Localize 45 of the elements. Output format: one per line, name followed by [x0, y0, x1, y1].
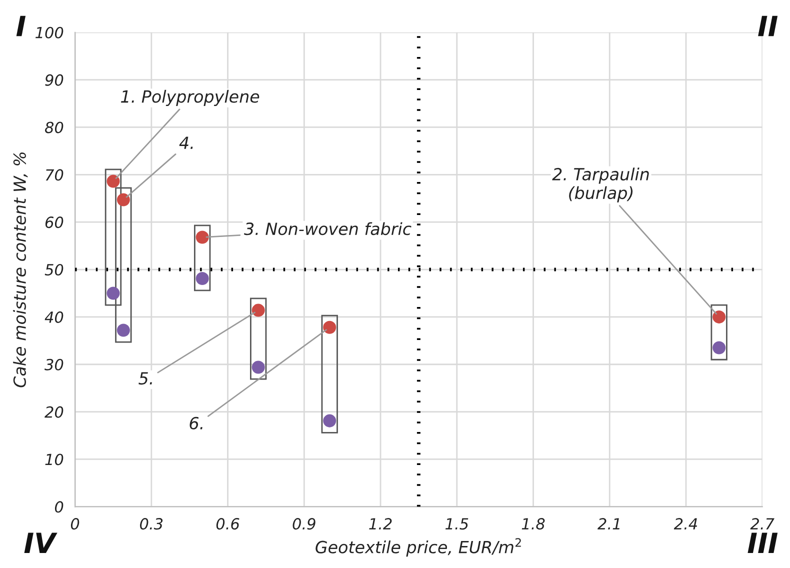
text: I: [16, 16, 26, 36]
text: IV: [24, 532, 58, 553]
point: [106, 174, 120, 188]
y-tick-label: 20: [44, 406, 64, 418]
point: [116, 193, 130, 206]
annotation: II: [758, 16, 778, 36]
y-tick-label: 100: [36, 26, 64, 38]
y-tick-label: 90: [45, 74, 64, 86]
x-tick-label: 1.5: [445, 518, 468, 530]
y-tick-label: 70: [46, 169, 64, 181]
annotation: 5.: [138, 372, 152, 385]
y-tick-label: 60: [45, 216, 64, 228]
point: [196, 230, 209, 244]
annotation: 6.: [190, 416, 202, 430]
x-tick-label: 1.8: [522, 518, 545, 530]
annotation: 2. Tarpaulin (burlap): [552, 168, 649, 202]
y-tick-label: 10: [45, 454, 64, 466]
annotation: 4.: [179, 136, 193, 149]
annotation: 1. Polypropylene: [120, 90, 260, 106]
text: III: [748, 532, 778, 553]
point: [323, 320, 336, 334]
annotation: 3. Non-woven fabric: [244, 222, 412, 236]
x-tick-label: 0.9: [292, 518, 316, 530]
point: [252, 304, 265, 317]
x-tick-label: 0.3: [140, 518, 163, 530]
x-axis-title: Geotextile price, EUR/m$^{2}$: [316, 538, 521, 557]
point: [252, 360, 265, 374]
y-tick-label: 40: [44, 311, 64, 323]
y-tick-label: 80: [45, 122, 64, 134]
x-tick-label: 2.1: [598, 518, 620, 530]
point: [116, 324, 130, 337]
point: [712, 310, 726, 324]
point: [106, 286, 120, 300]
point: [712, 341, 726, 354]
y-tick-label: 0: [54, 501, 64, 513]
point: [323, 414, 336, 428]
y-tick-label: 30: [44, 358, 64, 370]
x-tick-label: 2.7: [750, 518, 774, 530]
x-tick-label: 2.4: [674, 518, 698, 530]
x-tick-label: 1.2: [369, 518, 392, 530]
x-tick-label: 0.6: [216, 518, 240, 530]
point: [196, 272, 209, 286]
y-tick-label: 50: [44, 264, 64, 276]
x-tick-label: 0: [70, 518, 80, 530]
y-axis-title: Cake moisture content W, %: [13, 152, 28, 388]
